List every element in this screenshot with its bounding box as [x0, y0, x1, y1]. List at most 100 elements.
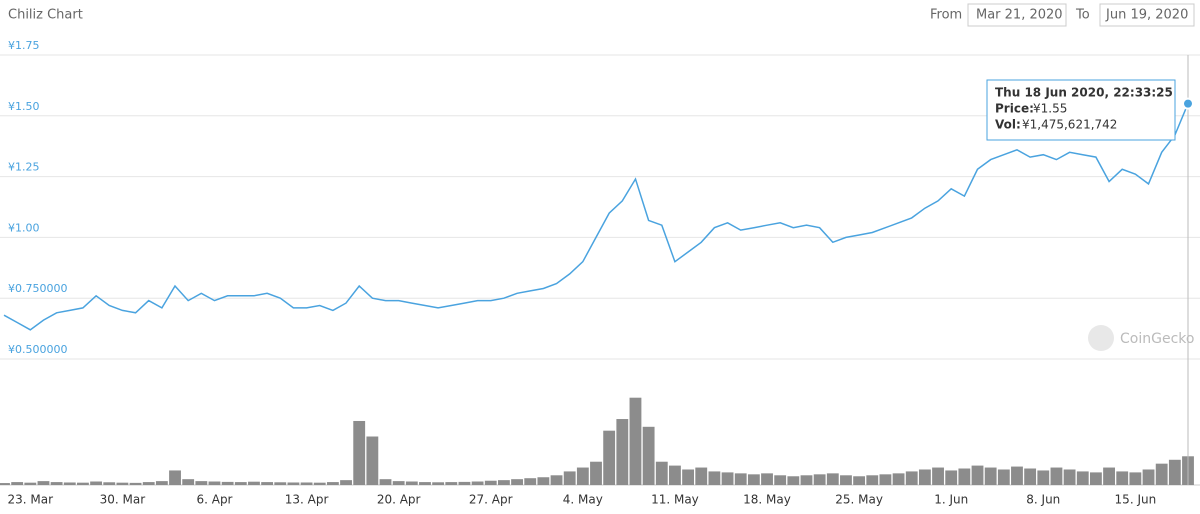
x-tick-label: 11. May	[651, 493, 699, 507]
volume-bar	[787, 476, 800, 485]
volume-bar	[550, 475, 563, 485]
x-tick-label: 20. Apr	[377, 493, 421, 507]
x-tick-label: 23. Mar	[8, 493, 54, 507]
volume-bar	[616, 419, 629, 485]
volume-bar	[63, 482, 76, 485]
price-line	[3, 103, 1189, 331]
volume-bar	[458, 481, 471, 485]
volume-bar	[379, 479, 392, 485]
y-tick-label: ¥0.500000	[8, 343, 68, 356]
volume-bar	[629, 397, 642, 485]
volume-bar	[287, 482, 300, 485]
tooltip-box	[986, 79, 1176, 141]
volume-bar	[142, 482, 155, 485]
volume-bar	[208, 481, 221, 485]
x-tick-label: 18. May	[743, 493, 791, 507]
volume-bar	[90, 481, 103, 485]
volume-bar	[734, 473, 747, 485]
volume-bar	[0, 483, 10, 485]
volume-bar	[221, 481, 234, 485]
volume-bar	[866, 475, 879, 485]
volume-bar	[695, 467, 708, 485]
volume-bar	[169, 470, 181, 485]
volume-bar	[129, 482, 142, 485]
from-label: From	[930, 8, 962, 23]
volume-bar	[340, 480, 352, 485]
volume-bar	[471, 481, 484, 485]
watermark-logo	[1088, 325, 1114, 351]
volume-bar	[669, 465, 681, 485]
to-input[interactable]	[1099, 3, 1195, 27]
volume-bar	[1037, 470, 1050, 485]
volume-bar	[50, 482, 63, 485]
x-tick-label: 27. Apr	[469, 493, 513, 507]
volume-bar	[261, 482, 274, 485]
volume-bar	[1089, 472, 1102, 485]
volume-bar	[11, 482, 24, 485]
x-tick-label: 4. May	[563, 493, 603, 507]
to-label: To	[1075, 8, 1090, 23]
volume-bar	[1024, 468, 1037, 485]
volume-bar	[655, 461, 668, 485]
volume-bar	[234, 482, 247, 485]
volume-bar	[971, 465, 984, 485]
volume-bar	[563, 471, 576, 485]
volume-bar	[511, 479, 523, 485]
volume-bar	[24, 482, 37, 485]
volume-bar	[432, 482, 445, 485]
volume-bar	[840, 475, 852, 485]
x-tick-label: 8. Jun	[1026, 493, 1060, 507]
volume-bar	[182, 479, 195, 485]
volume-bar	[1142, 469, 1155, 485]
y-tick-label: ¥1.25	[8, 161, 40, 174]
volume-bar	[997, 469, 1010, 485]
tooltip-date: Thu 18 Jun 2020, 22:33:25	[995, 86, 1173, 100]
volume-bar	[1011, 466, 1023, 485]
volume-bar	[576, 467, 589, 485]
y-tick-label: ¥1.50	[8, 100, 40, 113]
volume-bar	[392, 481, 405, 485]
y-tick-label: ¥1.00	[8, 221, 40, 234]
volume-bar	[274, 482, 287, 485]
volume-bar	[37, 481, 50, 485]
volume-bar	[300, 482, 313, 485]
x-tick-label: 1. Jun	[934, 493, 968, 507]
tooltip-price-label: Price:	[995, 102, 1034, 116]
tooltip: Thu 18 Jun 2020, 22:33:25 Price: ¥1.55 V…	[986, 79, 1176, 141]
volume-bar	[932, 467, 944, 485]
volume-bar	[984, 467, 997, 485]
volume-bar	[1155, 463, 1168, 485]
volume-bar	[1116, 471, 1129, 485]
tooltip-vol-label: Vol:	[995, 118, 1021, 132]
volume-bar	[1076, 471, 1089, 485]
volume-bar	[405, 481, 418, 485]
volume-bar	[603, 430, 616, 485]
volume-bar	[813, 474, 826, 485]
volume-bar	[524, 478, 537, 485]
volume-bar	[945, 470, 958, 485]
volume-bar	[747, 474, 760, 485]
volume-bar	[77, 482, 89, 485]
volume-bar	[103, 482, 116, 485]
volume-bar	[879, 474, 892, 485]
volume-bar	[116, 482, 129, 485]
volume-bar	[590, 461, 602, 485]
volume-bar	[853, 476, 866, 485]
tooltip-vol: ¥1,475,621,742	[1022, 118, 1117, 132]
volume-bar	[1129, 472, 1142, 485]
volume-bar	[326, 482, 339, 485]
volume-bar	[248, 481, 260, 485]
volume-bar	[419, 482, 431, 485]
tooltip-price: ¥1.55	[1033, 102, 1067, 116]
volume-bar	[761, 473, 773, 485]
x-tick-label: 13. Apr	[285, 493, 329, 507]
volume-bar	[1103, 467, 1115, 485]
volume-bar	[721, 472, 734, 485]
hover-point	[1182, 97, 1194, 110]
from-input[interactable]	[967, 3, 1067, 27]
volume-bar	[366, 436, 379, 485]
volume-bar	[918, 469, 931, 485]
volume-bar	[195, 481, 208, 485]
x-tick-label: 15. Jun	[1115, 493, 1157, 507]
volume-bar	[826, 473, 839, 485]
